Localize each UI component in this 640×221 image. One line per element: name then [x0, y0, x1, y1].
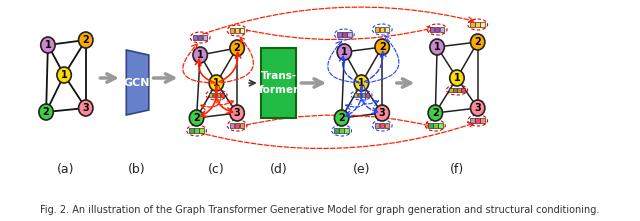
Circle shape — [79, 32, 93, 48]
Text: Fig. 2. An illustration of the Graph Transformer Generative Model for graph gene: Fig. 2. An illustration of the Graph Tra… — [40, 205, 600, 215]
Bar — [193, 35, 198, 40]
Bar — [470, 118, 475, 123]
Bar — [380, 27, 385, 32]
Bar — [203, 35, 207, 40]
Bar — [235, 123, 239, 128]
Bar — [449, 88, 452, 92]
Circle shape — [230, 40, 244, 56]
Circle shape — [470, 100, 485, 116]
Bar — [337, 32, 342, 37]
Text: (b): (b) — [128, 164, 146, 177]
Text: (a): (a) — [57, 164, 75, 177]
Bar — [435, 27, 440, 32]
Bar — [365, 93, 369, 97]
Bar — [481, 22, 485, 27]
Text: 1: 1 — [45, 40, 51, 50]
Bar — [216, 93, 220, 97]
Text: 1: 1 — [213, 78, 220, 88]
Bar — [385, 27, 389, 32]
Text: 1: 1 — [196, 50, 204, 60]
Bar — [230, 123, 234, 128]
Circle shape — [337, 44, 351, 60]
Text: 1: 1 — [358, 78, 365, 88]
Bar — [240, 123, 244, 128]
Circle shape — [470, 34, 485, 50]
Bar — [339, 128, 344, 133]
Bar — [457, 88, 461, 92]
Text: (f): (f) — [450, 164, 464, 177]
Bar — [438, 123, 442, 128]
Bar — [461, 88, 465, 92]
Text: Trans-
former: Trans- former — [259, 71, 299, 95]
Bar — [195, 128, 199, 133]
Circle shape — [193, 47, 207, 63]
Bar — [375, 123, 380, 128]
FancyBboxPatch shape — [261, 48, 296, 118]
Bar — [240, 28, 244, 33]
Text: 2: 2 — [43, 107, 49, 117]
Text: 2: 2 — [234, 43, 241, 53]
Bar — [428, 123, 433, 128]
Text: 1: 1 — [341, 47, 348, 57]
Circle shape — [354, 75, 369, 91]
Text: 3: 3 — [474, 103, 481, 113]
Bar — [342, 32, 347, 37]
Circle shape — [375, 39, 389, 55]
Bar — [430, 27, 435, 32]
Text: 3: 3 — [234, 108, 241, 118]
Text: 1: 1 — [434, 42, 440, 52]
Text: 1: 1 — [454, 73, 460, 83]
Text: (c): (c) — [208, 164, 225, 177]
Text: 3: 3 — [83, 103, 89, 113]
Bar — [221, 93, 224, 97]
Circle shape — [430, 39, 444, 55]
Bar — [198, 35, 202, 40]
Bar — [476, 22, 480, 27]
Bar — [189, 128, 194, 133]
Polygon shape — [126, 50, 149, 115]
Bar — [358, 93, 361, 97]
Bar — [375, 27, 380, 32]
Bar — [209, 93, 212, 97]
Circle shape — [450, 70, 464, 86]
Text: 2: 2 — [339, 113, 345, 123]
Circle shape — [375, 105, 389, 121]
Text: 1: 1 — [61, 70, 67, 80]
Circle shape — [189, 110, 204, 126]
Circle shape — [209, 75, 223, 91]
Bar — [476, 118, 480, 123]
Circle shape — [57, 67, 71, 83]
Bar — [212, 93, 216, 97]
Circle shape — [79, 100, 93, 116]
Bar — [380, 123, 385, 128]
Text: 2: 2 — [83, 35, 89, 45]
Text: 3: 3 — [379, 108, 385, 118]
Text: 2: 2 — [474, 37, 481, 47]
Bar — [230, 28, 234, 33]
Circle shape — [335, 110, 349, 126]
Bar — [199, 128, 204, 133]
Bar — [440, 27, 444, 32]
Circle shape — [39, 104, 53, 120]
Bar — [453, 88, 457, 92]
Circle shape — [41, 37, 55, 53]
Text: GCN: GCN — [124, 78, 150, 88]
Bar — [335, 128, 339, 133]
Bar — [353, 93, 357, 97]
Bar — [362, 93, 365, 97]
Bar — [235, 28, 239, 33]
Text: (d): (d) — [269, 164, 287, 177]
Circle shape — [230, 105, 244, 121]
Text: 2: 2 — [432, 108, 438, 118]
Bar — [385, 123, 389, 128]
Text: (e): (e) — [353, 164, 370, 177]
Text: 2: 2 — [379, 42, 385, 52]
Circle shape — [428, 105, 442, 121]
Bar — [344, 128, 349, 133]
Bar — [470, 22, 475, 27]
Bar — [481, 118, 485, 123]
Bar — [433, 123, 438, 128]
Bar — [347, 32, 351, 37]
Text: 2: 2 — [193, 113, 200, 123]
